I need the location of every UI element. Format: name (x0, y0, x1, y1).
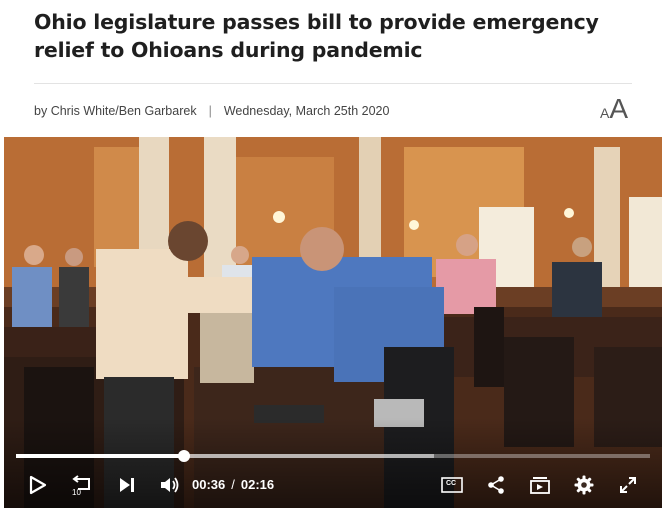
rewind-10-label: 10 (72, 488, 81, 497)
time-separator: / (231, 477, 235, 492)
byline-prefix: by (34, 104, 48, 118)
playlist-button[interactable] (528, 473, 552, 497)
fullscreen-button[interactable] (616, 473, 640, 497)
gear-icon (574, 475, 594, 495)
volume-button[interactable] (158, 473, 182, 497)
byline-authors[interactable]: Chris White/Ben Garbarek (50, 104, 197, 118)
publish-date: Wednesday, March 25th 2020 (223, 104, 390, 118)
progress-buffered (16, 454, 435, 458)
duration: 02:16 (240, 477, 275, 492)
playlist-icon (530, 477, 550, 494)
share-button[interactable] (484, 473, 508, 497)
current-time: 00:36 (192, 477, 226, 492)
controls-gradient (4, 418, 662, 508)
settings-button[interactable] (572, 473, 596, 497)
progress-played (16, 454, 184, 458)
skip-next-icon (120, 478, 134, 492)
headline-divider (34, 83, 632, 84)
volume-icon (161, 477, 179, 493)
progress-bar[interactable] (16, 450, 650, 462)
text-size-button[interactable]: A A (600, 95, 628, 123)
byline-separator: | (208, 104, 212, 118)
share-icon (488, 476, 504, 494)
rewind-10-button[interactable]: 10 (68, 473, 96, 497)
byline: by Chris White/Ben Garbarek | Wednesday,… (34, 104, 389, 118)
rewind-10-icon (72, 475, 90, 490)
closed-captions-icon (441, 477, 463, 493)
article-headline: Ohio legislature passes bill to provide … (34, 10, 599, 62)
fullscreen-icon (620, 477, 636, 493)
text-size-large-label: A (609, 93, 629, 124)
closed-captions-button[interactable]: CC (440, 473, 464, 497)
progress-scrubber-handle[interactable] (178, 450, 190, 462)
skip-next-button[interactable] (116, 473, 138, 497)
closed-captions-label: CC (446, 480, 457, 487)
text-size-small-label: A (600, 105, 610, 121)
video-frame[interactable] (4, 137, 662, 508)
time-display: 00:36 / 02:16 (192, 477, 274, 492)
play-button[interactable] (26, 473, 50, 497)
video-player[interactable]: 10 00:36 / 02:16 CC (4, 137, 662, 508)
play-icon (29, 475, 47, 495)
